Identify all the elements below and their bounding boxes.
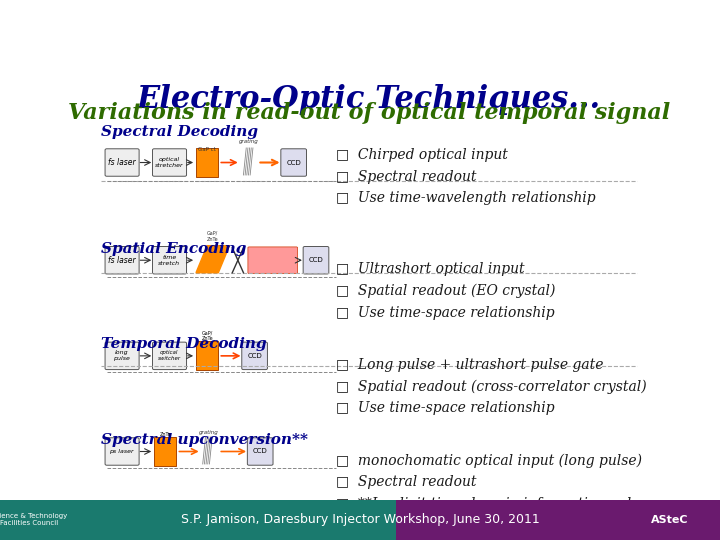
Text: □  Spatial readout (EO crystal): □ Spatial readout (EO crystal) (336, 284, 555, 298)
Text: □  monochomatic optical input (long pulse): □ monochomatic optical input (long pulse… (336, 454, 642, 468)
Text: □  **Implicit time domain information only: □ **Implicit time domain information onl… (336, 497, 639, 511)
FancyBboxPatch shape (105, 246, 139, 274)
Text: fs laser: fs laser (108, 158, 135, 167)
Text: GaP/
ZnTe: GaP/ ZnTe (207, 231, 219, 241)
FancyBboxPatch shape (242, 342, 267, 369)
Text: GaP/
ZnTe: GaP/ ZnTe (202, 330, 213, 341)
Text: Science & Technology
Facilities Council: Science & Technology Facilities Council (0, 513, 67, 526)
Text: ZnTe: ZnTe (160, 432, 171, 437)
FancyBboxPatch shape (105, 342, 139, 369)
FancyBboxPatch shape (105, 438, 139, 465)
Text: □  Chirped optical input: □ Chirped optical input (336, 148, 508, 162)
Text: ps laser: ps laser (109, 449, 134, 454)
FancyBboxPatch shape (153, 149, 186, 176)
Text: Spectral upconversion**: Spectral upconversion** (101, 433, 308, 447)
Text: grating: grating (199, 430, 218, 435)
Text: optical
switcher: optical switcher (158, 350, 181, 361)
Text: GaP ct: GaP ct (198, 147, 216, 152)
Polygon shape (196, 246, 230, 273)
FancyBboxPatch shape (154, 437, 176, 466)
Text: fs laser: fs laser (108, 256, 135, 265)
Text: optical
stretcher: optical stretcher (155, 157, 184, 168)
Text: □  Long pulse + ultrashort pulse gate: □ Long pulse + ultrashort pulse gate (336, 358, 603, 372)
FancyBboxPatch shape (196, 341, 218, 370)
Text: CCD: CCD (309, 257, 323, 263)
FancyBboxPatch shape (303, 246, 329, 274)
Text: □  Spectral readout: □ Spectral readout (336, 475, 476, 489)
Text: □  Use time-space relationship: □ Use time-space relationship (336, 401, 554, 415)
FancyBboxPatch shape (105, 149, 139, 176)
Text: Spatial Encoding: Spatial Encoding (101, 241, 246, 255)
Text: □  Spectral readout: □ Spectral readout (336, 170, 476, 184)
Text: Variations in read-out of optical temporal signal: Variations in read-out of optical tempor… (68, 102, 670, 124)
FancyBboxPatch shape (281, 149, 307, 176)
Bar (0, 500, 396, 540)
Text: ASteC: ASteC (651, 515, 688, 525)
Text: CCD: CCD (253, 449, 268, 455)
Text: grating: grating (239, 139, 259, 144)
FancyBboxPatch shape (248, 247, 297, 274)
Text: Spectral Decoding: Spectral Decoding (101, 125, 258, 139)
Text: S.P. Jamison, Daresbury Injector Workshop, June 30, 2011: S.P. Jamison, Daresbury Injector Worksho… (181, 513, 539, 526)
FancyBboxPatch shape (153, 246, 186, 274)
Text: Temporal Decoding: Temporal Decoding (101, 337, 267, 351)
Text: □  Use time-wavelength relationship: □ Use time-wavelength relationship (336, 191, 595, 205)
Text: CCD: CCD (247, 353, 262, 359)
Text: long
pulse: long pulse (113, 350, 130, 361)
FancyBboxPatch shape (196, 148, 218, 177)
Text: □  Ultrashort optical input: □ Ultrashort optical input (336, 262, 524, 276)
Text: □  Use time-space relationship: □ Use time-space relationship (336, 306, 554, 320)
FancyBboxPatch shape (248, 438, 273, 465)
FancyBboxPatch shape (153, 342, 186, 369)
Text: time
stretch: time stretch (158, 255, 180, 266)
Bar (396, 500, 720, 540)
Text: CCD: CCD (287, 159, 301, 166)
Text: □  Spatial readout (cross-correlator crystal): □ Spatial readout (cross-correlator crys… (336, 380, 646, 394)
Text: Electro-Optic Techniques...: Electro-Optic Techniques... (137, 84, 601, 114)
